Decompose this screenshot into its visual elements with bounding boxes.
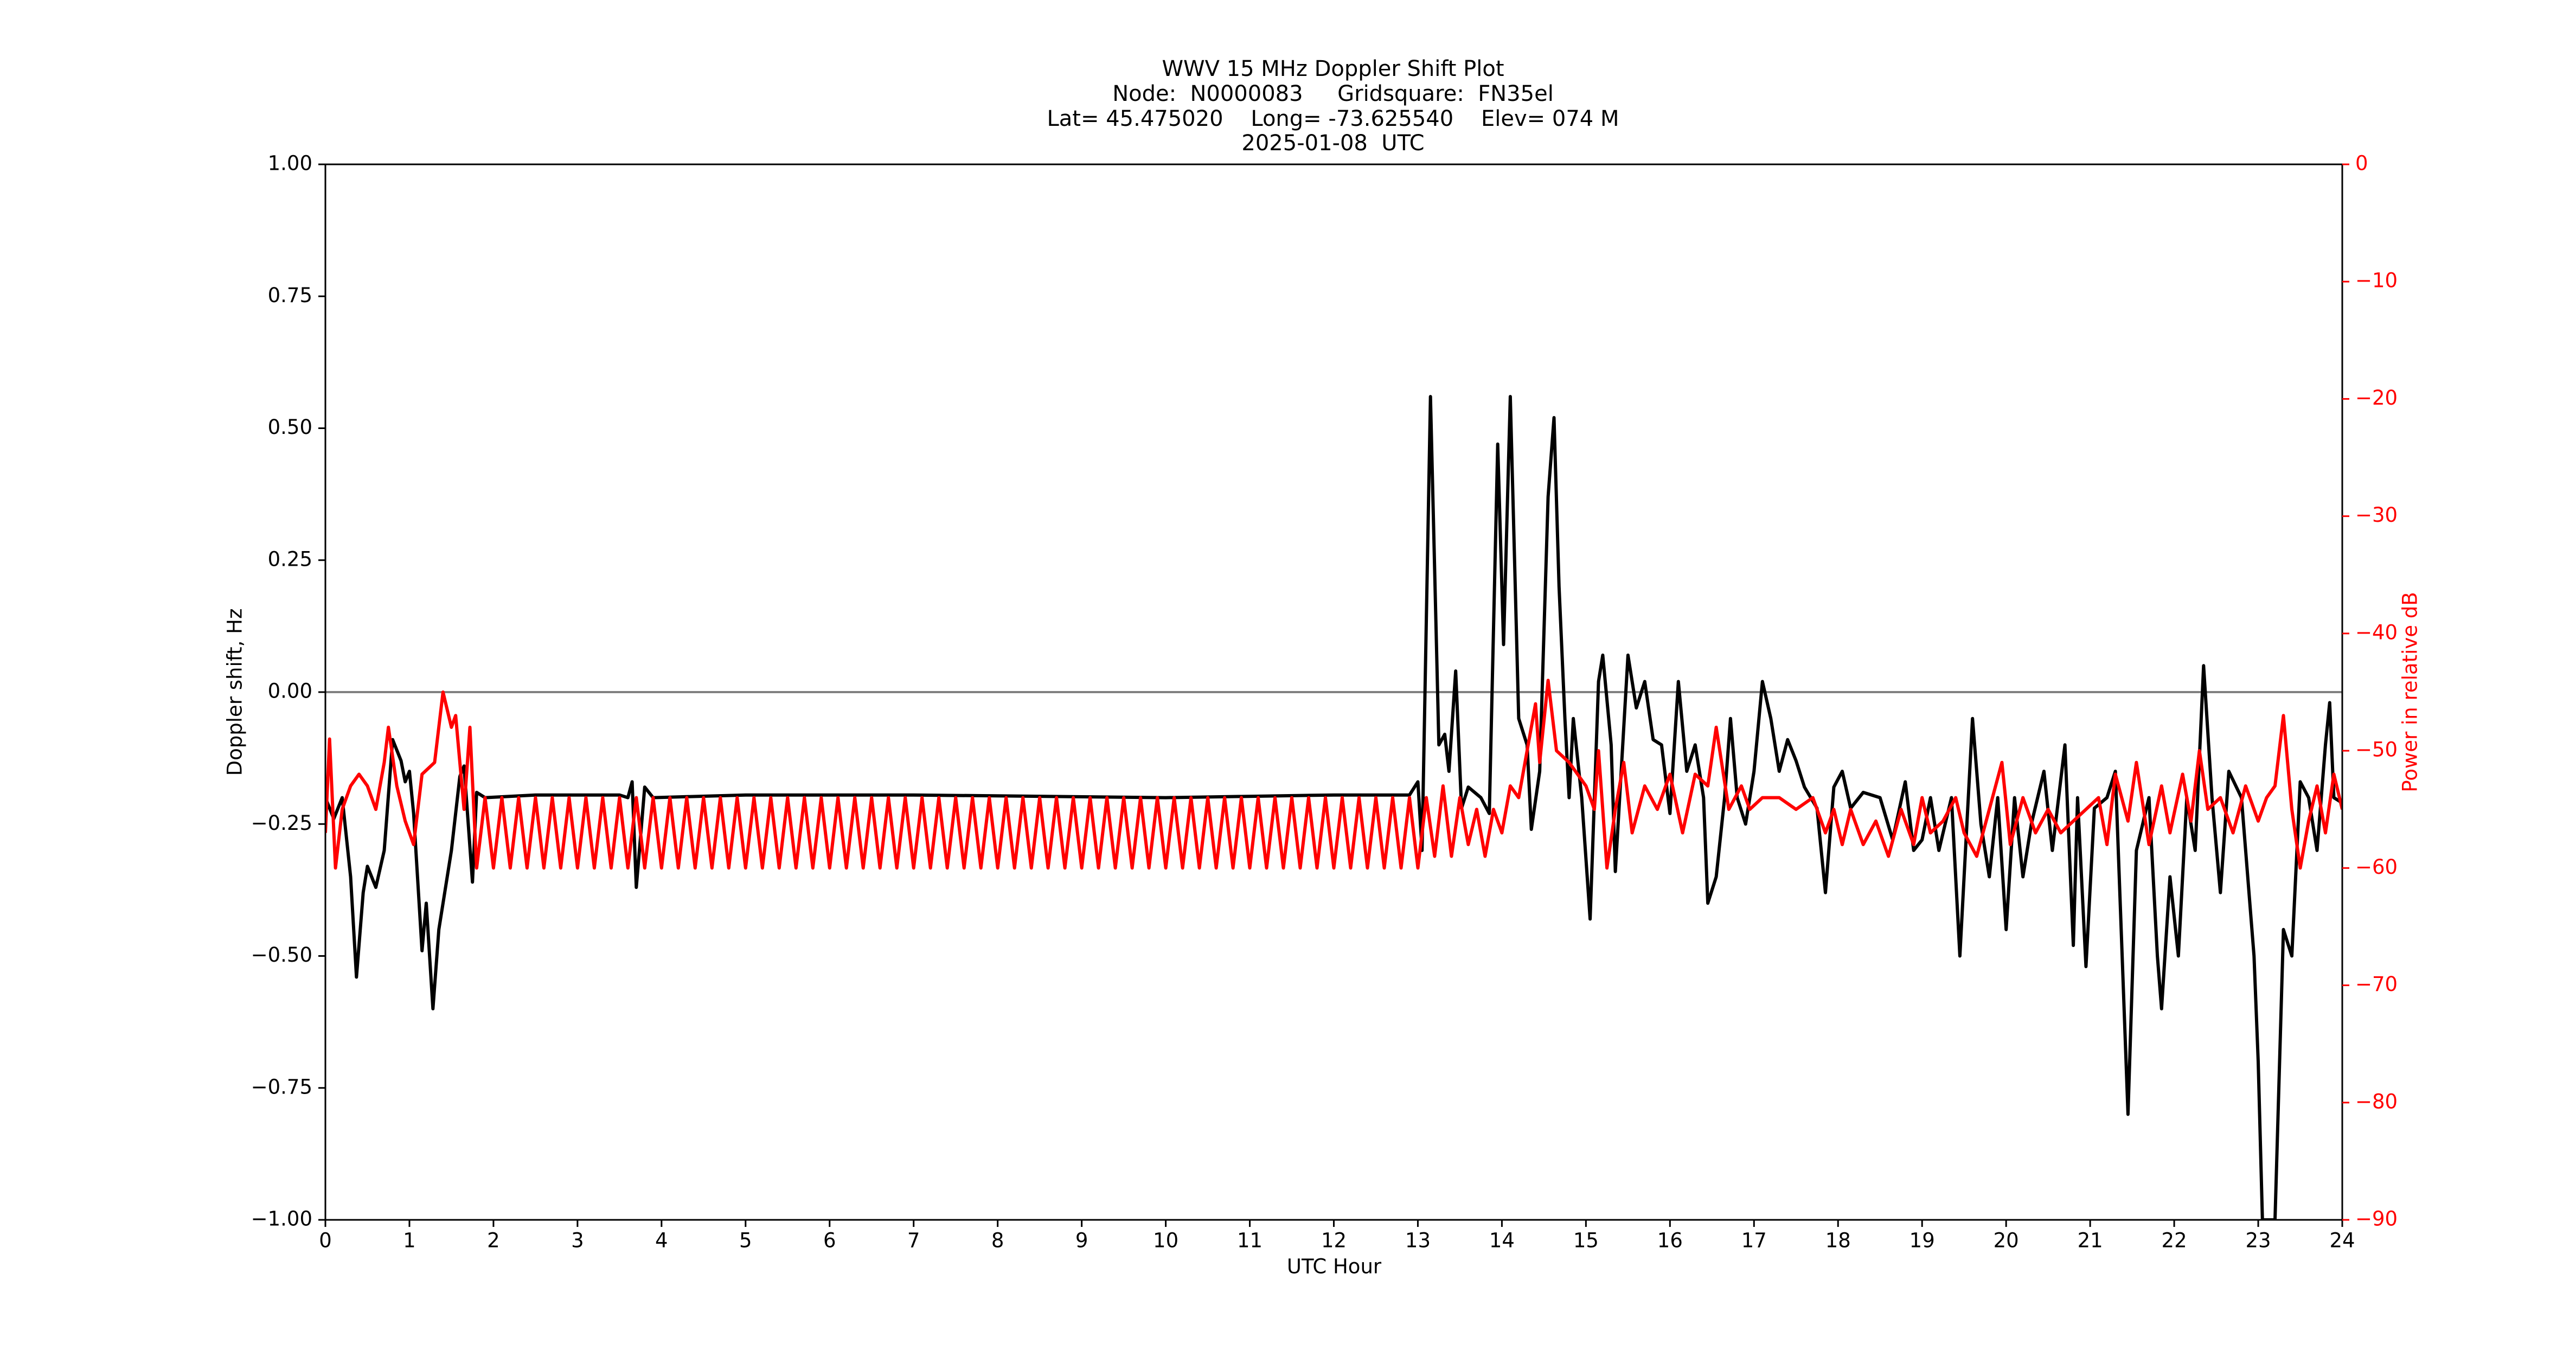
x-tick-label: 6 — [823, 1229, 836, 1252]
x-tick-label: 13 — [1405, 1229, 1431, 1252]
plot-area — [325, 395, 2342, 1220]
x-axis-label: UTC Hour — [1287, 1255, 1382, 1278]
y2-tick-label: −80 — [2355, 1090, 2398, 1113]
x-tick-label: 20 — [1994, 1229, 2019, 1252]
y-tick-label: 1.00 — [268, 152, 312, 175]
x-tick-label: 7 — [907, 1229, 920, 1252]
x-tick-label: 16 — [1657, 1229, 1683, 1252]
y2-tick-label: −40 — [2355, 621, 2398, 644]
y-tick-label: 0.00 — [268, 680, 312, 703]
x-tick-label: 19 — [1909, 1229, 1935, 1252]
x-tick-label: 11 — [1237, 1229, 1263, 1252]
x-tick-label: 8 — [991, 1229, 1004, 1252]
y-tick-label: −0.75 — [251, 1075, 312, 1098]
y2-tick-label: −20 — [2355, 386, 2398, 410]
x-tick-label: 5 — [739, 1229, 752, 1252]
y-tick-label: 0.25 — [268, 547, 312, 571]
series-line — [325, 395, 2342, 1220]
x-tick-label: 17 — [1741, 1229, 1767, 1252]
x-tick-label: 0 — [319, 1229, 332, 1252]
x-tick-label: 10 — [1153, 1229, 1178, 1252]
x-tick-label: 4 — [655, 1229, 668, 1252]
chart-title: WWV 15 MHz Doppler Shift Plot — [1162, 56, 1504, 81]
x-tick-label: 15 — [1573, 1229, 1599, 1252]
y2-tick-label: −30 — [2355, 503, 2398, 527]
chart-subtitle: Lat= 45.475020 Long= -73.625540 Elev= 07… — [1047, 106, 1619, 131]
x-tick-label: 1 — [403, 1229, 416, 1252]
x-tick-label: 23 — [2245, 1229, 2271, 1252]
y2-tick-label: 0 — [2355, 152, 2368, 175]
y2-tick-label: −10 — [2355, 269, 2398, 292]
y2-tick-label: −60 — [2355, 855, 2398, 879]
x-tick-label: 24 — [2329, 1229, 2355, 1252]
x-tick-label: 14 — [1489, 1229, 1515, 1252]
chart-subtitle: 2025-01-08 UTC — [1241, 131, 1424, 156]
x-tick-label: 2 — [487, 1229, 500, 1252]
y-tick-label: 0.50 — [268, 415, 312, 439]
x-tick-label: 21 — [2078, 1229, 2103, 1252]
y-tick-label: −0.50 — [251, 943, 312, 967]
y2-tick-label: −70 — [2355, 973, 2398, 996]
y-tick-label: −1.00 — [251, 1207, 312, 1231]
x-tick-label: 3 — [571, 1229, 584, 1252]
x-tick-label: 18 — [1825, 1229, 1851, 1252]
chart-subtitle: Node: N0000083 Gridsquare: FN35el — [1112, 81, 1554, 106]
y-axis-label: Doppler shift, Hz — [223, 609, 247, 776]
x-tick-label: 12 — [1321, 1229, 1347, 1252]
y-tick-label: 0.75 — [268, 284, 312, 307]
y2-tick-label: −50 — [2355, 738, 2398, 762]
y2-tick-label: −90 — [2355, 1207, 2398, 1231]
x-tick-label: 9 — [1075, 1229, 1088, 1252]
y-tick-label: −0.25 — [251, 811, 312, 835]
y2-axis-label: Power in relative dB — [2399, 592, 2422, 792]
series-line — [325, 679, 2342, 870]
x-tick-label: 22 — [2162, 1229, 2187, 1252]
